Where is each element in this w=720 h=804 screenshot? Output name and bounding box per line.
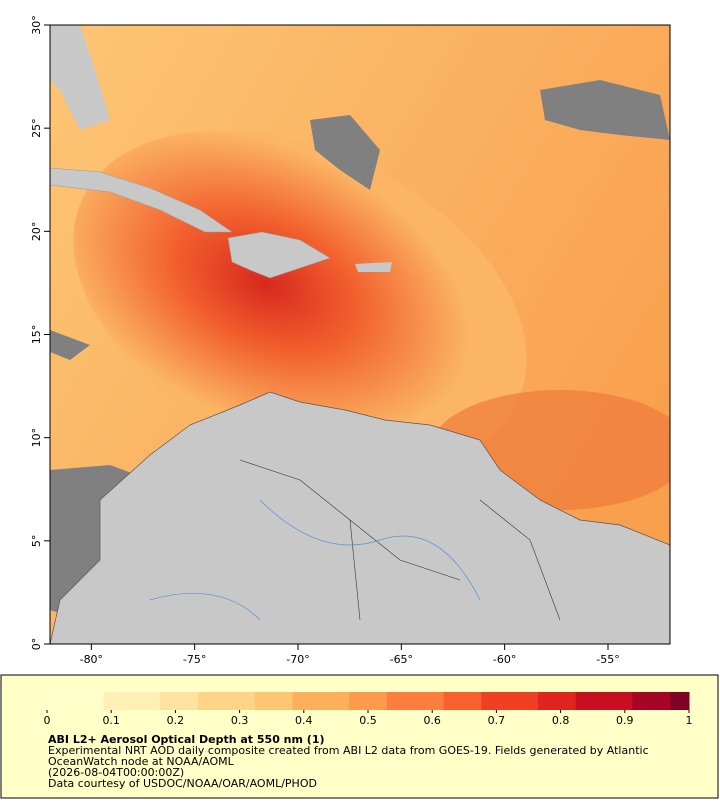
- colorbar-cell: [386, 692, 407, 710]
- caption-line: Experimental NRT AOD daily composite cre…: [48, 744, 649, 757]
- y-tick-label: 10°: [30, 428, 43, 448]
- colorbar-tick-label: 0.5: [359, 714, 377, 727]
- y-tick-label: 25°: [30, 118, 43, 138]
- colorbar-cell: [594, 692, 614, 710]
- colorbar-cell: [235, 692, 256, 710]
- colorbar-cell: [273, 692, 293, 710]
- caption-line: (2026-08-04T00:00:00Z): [48, 766, 184, 779]
- colorbar-cell: [216, 692, 237, 710]
- colorbar-cell: [500, 692, 520, 710]
- x-tick-label: -80°: [80, 653, 103, 666]
- colorbar-cell: [537, 692, 558, 710]
- map-image: [50, 25, 670, 644]
- colorbar-cell: [481, 692, 501, 710]
- x-tick-label: -60°: [493, 653, 516, 666]
- colorbar-cell: [311, 692, 331, 710]
- colorbar-cell: [632, 692, 652, 710]
- colorbar-cell: [424, 692, 445, 710]
- colorbar-cell: [349, 692, 369, 710]
- colorbar-tick-label: 0.6: [423, 714, 441, 727]
- colorbar-tick-label: 0.1: [102, 714, 120, 727]
- colorbar-cell: [65, 692, 86, 710]
- colorbar-tick-label: 0.8: [552, 714, 570, 727]
- colorbar-cell: [462, 692, 482, 710]
- colorbar-cell: [103, 692, 124, 710]
- colorbar-cell: [141, 692, 161, 710]
- x-tick-label: -70°: [286, 653, 309, 666]
- caption-line: OceanWatch node at NOAA/AOML: [48, 755, 235, 768]
- colorbar-cell: [254, 692, 275, 710]
- colorbar-cell: [613, 692, 633, 710]
- colorbar-cell: [443, 692, 463, 710]
- colorbar-cell: [405, 692, 426, 710]
- colorbar-cell: [575, 692, 596, 710]
- colorbar-tick-label: 1: [686, 714, 693, 727]
- caption-title: ABI L2+ Aerosol Optical Depth at 550 nm …: [48, 733, 325, 746]
- colorbar-tick-label: 0.3: [231, 714, 249, 727]
- y-tick-label: 30°: [30, 15, 43, 35]
- axes: -80° -75° -70° -65° -60° -55° 0° 5° 10° 15° 20° 25°…: [30, 15, 620, 666]
- colorbar-cell: [556, 692, 577, 710]
- colorbar-tick-label: 0.2: [167, 714, 185, 727]
- colorbar-cell: [651, 692, 671, 710]
- colorbar-tick-label: 0.4: [295, 714, 313, 727]
- colorbar-tick-label: 0.9: [616, 714, 634, 727]
- colorbar-cell: [84, 692, 105, 710]
- colorbar-cell: [179, 692, 199, 710]
- x-tick-label: -55°: [596, 653, 619, 666]
- colorbar-cell: [198, 692, 218, 710]
- colorbar-cell: [292, 692, 312, 710]
- colorbar-tick-label: 0: [44, 714, 51, 727]
- colorbar-cell: [368, 692, 388, 710]
- y-tick-label: 15°: [30, 325, 43, 345]
- colorbar-cell: [670, 692, 690, 710]
- y-tick-label: 0°: [30, 638, 43, 651]
- colorbar-cell: [47, 692, 67, 710]
- colorbar-cell: [519, 692, 539, 710]
- colorbar: 0 0.1 0.2 0.3 0.4 0.5 0.6 0.7 0.8 0.9 1: [44, 692, 693, 727]
- colorbar-cell: [330, 692, 350, 710]
- x-tick-label: -65°: [390, 653, 413, 666]
- colorbar-tick-label: 0.7: [488, 714, 506, 727]
- caption-line: Data courtesy of USDOC/NOAA/OAR/AOML/PHO…: [48, 777, 317, 790]
- colorbar-cell: [160, 692, 180, 710]
- x-tick-label: -75°: [183, 653, 206, 666]
- y-tick-label: 20°: [30, 222, 43, 242]
- colorbar-cell: [122, 692, 142, 710]
- y-tick-label: 5°: [30, 535, 43, 548]
